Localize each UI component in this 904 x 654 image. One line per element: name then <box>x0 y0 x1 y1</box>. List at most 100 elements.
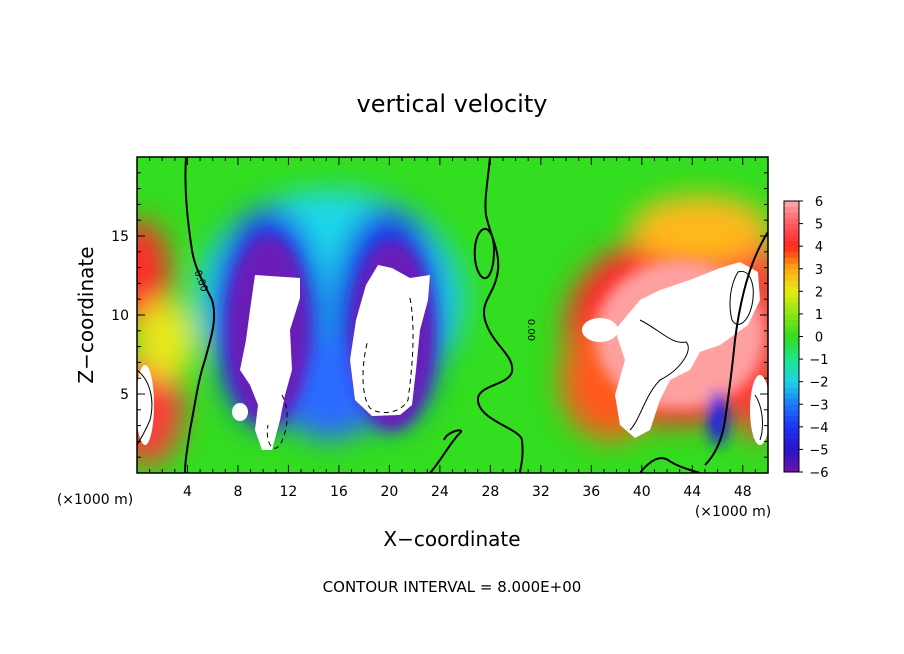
colorbar-band <box>784 370 799 377</box>
colorbar-band <box>784 263 799 270</box>
colorbar-band <box>784 285 799 292</box>
contour-label-2: 0.00 <box>525 319 536 341</box>
colorbar-band <box>784 353 799 360</box>
colorbar-band <box>784 201 799 208</box>
colorbar-band <box>784 381 799 388</box>
colorbar-band <box>784 217 799 225</box>
white-core-6 <box>137 365 154 445</box>
colorbar-band <box>784 274 799 281</box>
x-tick-label: 24 <box>431 484 449 500</box>
colorbar-band <box>784 336 799 343</box>
colorbar-band <box>784 387 799 394</box>
colorbar-band <box>784 240 799 247</box>
colorbar-tick-label: 3 <box>815 263 823 278</box>
white-core-1b <box>232 403 248 421</box>
zero-contour-mid <box>476 157 524 473</box>
colorbar-tick-label: −2 <box>809 376 828 391</box>
x-axis: 4 8 12 16 20 24 28 32 36 40 44 48 <box>149 157 756 500</box>
solid-contour-2 <box>629 319 689 431</box>
colorbar-tick-label: 0 <box>815 331 823 346</box>
warm-right-upper <box>630 195 768 265</box>
colorbar-band <box>784 325 799 332</box>
x-tick-label: 16 <box>330 484 348 500</box>
colorbar-band <box>784 223 799 230</box>
colorbar-band <box>784 206 799 213</box>
colorbar-band <box>784 296 799 304</box>
white-core-3 <box>615 262 760 438</box>
x-unit-right: (×1000 m) <box>695 504 771 520</box>
contour-interval: CONTOUR INTERVAL = 8.000E+00 <box>323 578 582 596</box>
colorbar-band <box>784 234 799 242</box>
x-unit-left: (×1000 m) <box>57 492 133 508</box>
solid-contour-3 <box>137 369 153 446</box>
white-core-1 <box>240 275 300 450</box>
x-tick-label: 44 <box>683 484 701 500</box>
colorbar-band <box>784 364 799 371</box>
y-tick-label: 10 <box>111 308 129 324</box>
white-core-5 <box>750 375 768 445</box>
colorbar: 6 5 4 3 2 1 0 −1 −2 −3 −4 −5 −6 <box>783 195 829 481</box>
colorbar-band <box>784 404 799 411</box>
x-tick-label: 48 <box>734 484 752 500</box>
colorbar-band <box>784 257 799 264</box>
x-tick-label: 40 <box>633 484 651 500</box>
colorbar-band <box>784 319 799 326</box>
colorbar-band <box>784 409 799 417</box>
x-tick-label: 28 <box>481 484 499 500</box>
colorbar-band <box>784 212 799 219</box>
colorbar-tick-label: 4 <box>815 240 823 255</box>
zero-contour-right <box>704 231 768 466</box>
white-core-4 <box>582 318 618 342</box>
colorbar-tick-label: −5 <box>809 443 828 458</box>
colorbar-band <box>784 280 799 287</box>
colorbar-band <box>784 291 799 298</box>
colorbar-tick-label: 2 <box>815 285 823 300</box>
colorbar-band <box>784 466 799 473</box>
solid-contour-1 <box>729 270 754 325</box>
colorbar-band <box>784 392 799 400</box>
colorbar-tick-label: −3 <box>809 398 828 413</box>
colorbar-band <box>784 449 799 456</box>
colorbar-band <box>784 415 799 422</box>
colorbar-tick-label: 6 <box>815 195 823 210</box>
y-tick-label: 5 <box>120 387 129 403</box>
y-tick-label: 15 <box>111 229 129 245</box>
white-core-2 <box>350 265 430 416</box>
dashed-contour-1 <box>266 394 288 449</box>
colorbar-band <box>784 246 799 253</box>
colorbar-band <box>784 308 799 315</box>
zero-contour-left <box>184 157 216 473</box>
colorbar-band <box>784 438 799 445</box>
colorbar-band <box>784 426 799 433</box>
colorbar-tick-label: −4 <box>809 421 828 436</box>
plot-area: 0.00 0.00 <box>137 157 768 473</box>
chart-title: vertical velocity <box>357 90 548 118</box>
colorbar-band <box>784 398 799 405</box>
colorbar-band <box>784 443 799 450</box>
x-axis-label: X−coordinate <box>383 527 520 551</box>
y-axis-label: Z−coordinate <box>74 246 98 383</box>
dashed-contour-2 <box>362 297 414 413</box>
colorbar-band <box>784 455 799 462</box>
colorbar-band <box>784 330 799 337</box>
colorbar-band <box>784 251 799 258</box>
colorbar-tick-label: 5 <box>815 218 823 233</box>
colorbar-band <box>784 268 799 275</box>
colorbar-band <box>784 460 799 467</box>
x-tick-label: 4 <box>183 484 192 500</box>
colorbar-tick-label: −1 <box>809 353 828 368</box>
colorbar-band <box>784 347 799 354</box>
warm-left <box>137 300 195 380</box>
zero-contour-small-loop <box>473 227 496 280</box>
colorbar-band <box>784 432 799 439</box>
colorbar-tick-label: 1 <box>815 308 823 323</box>
colorbar-band <box>784 359 799 366</box>
x-tick-label: 32 <box>532 484 550 500</box>
y-axis: 5 10 15 <box>111 172 768 458</box>
colorbar-band <box>784 376 799 383</box>
solid-contour-4 <box>754 394 763 441</box>
x-tick-label: 8 <box>233 484 242 500</box>
colorbar-tick-label: −6 <box>809 466 828 481</box>
colorbar-band <box>784 229 799 236</box>
